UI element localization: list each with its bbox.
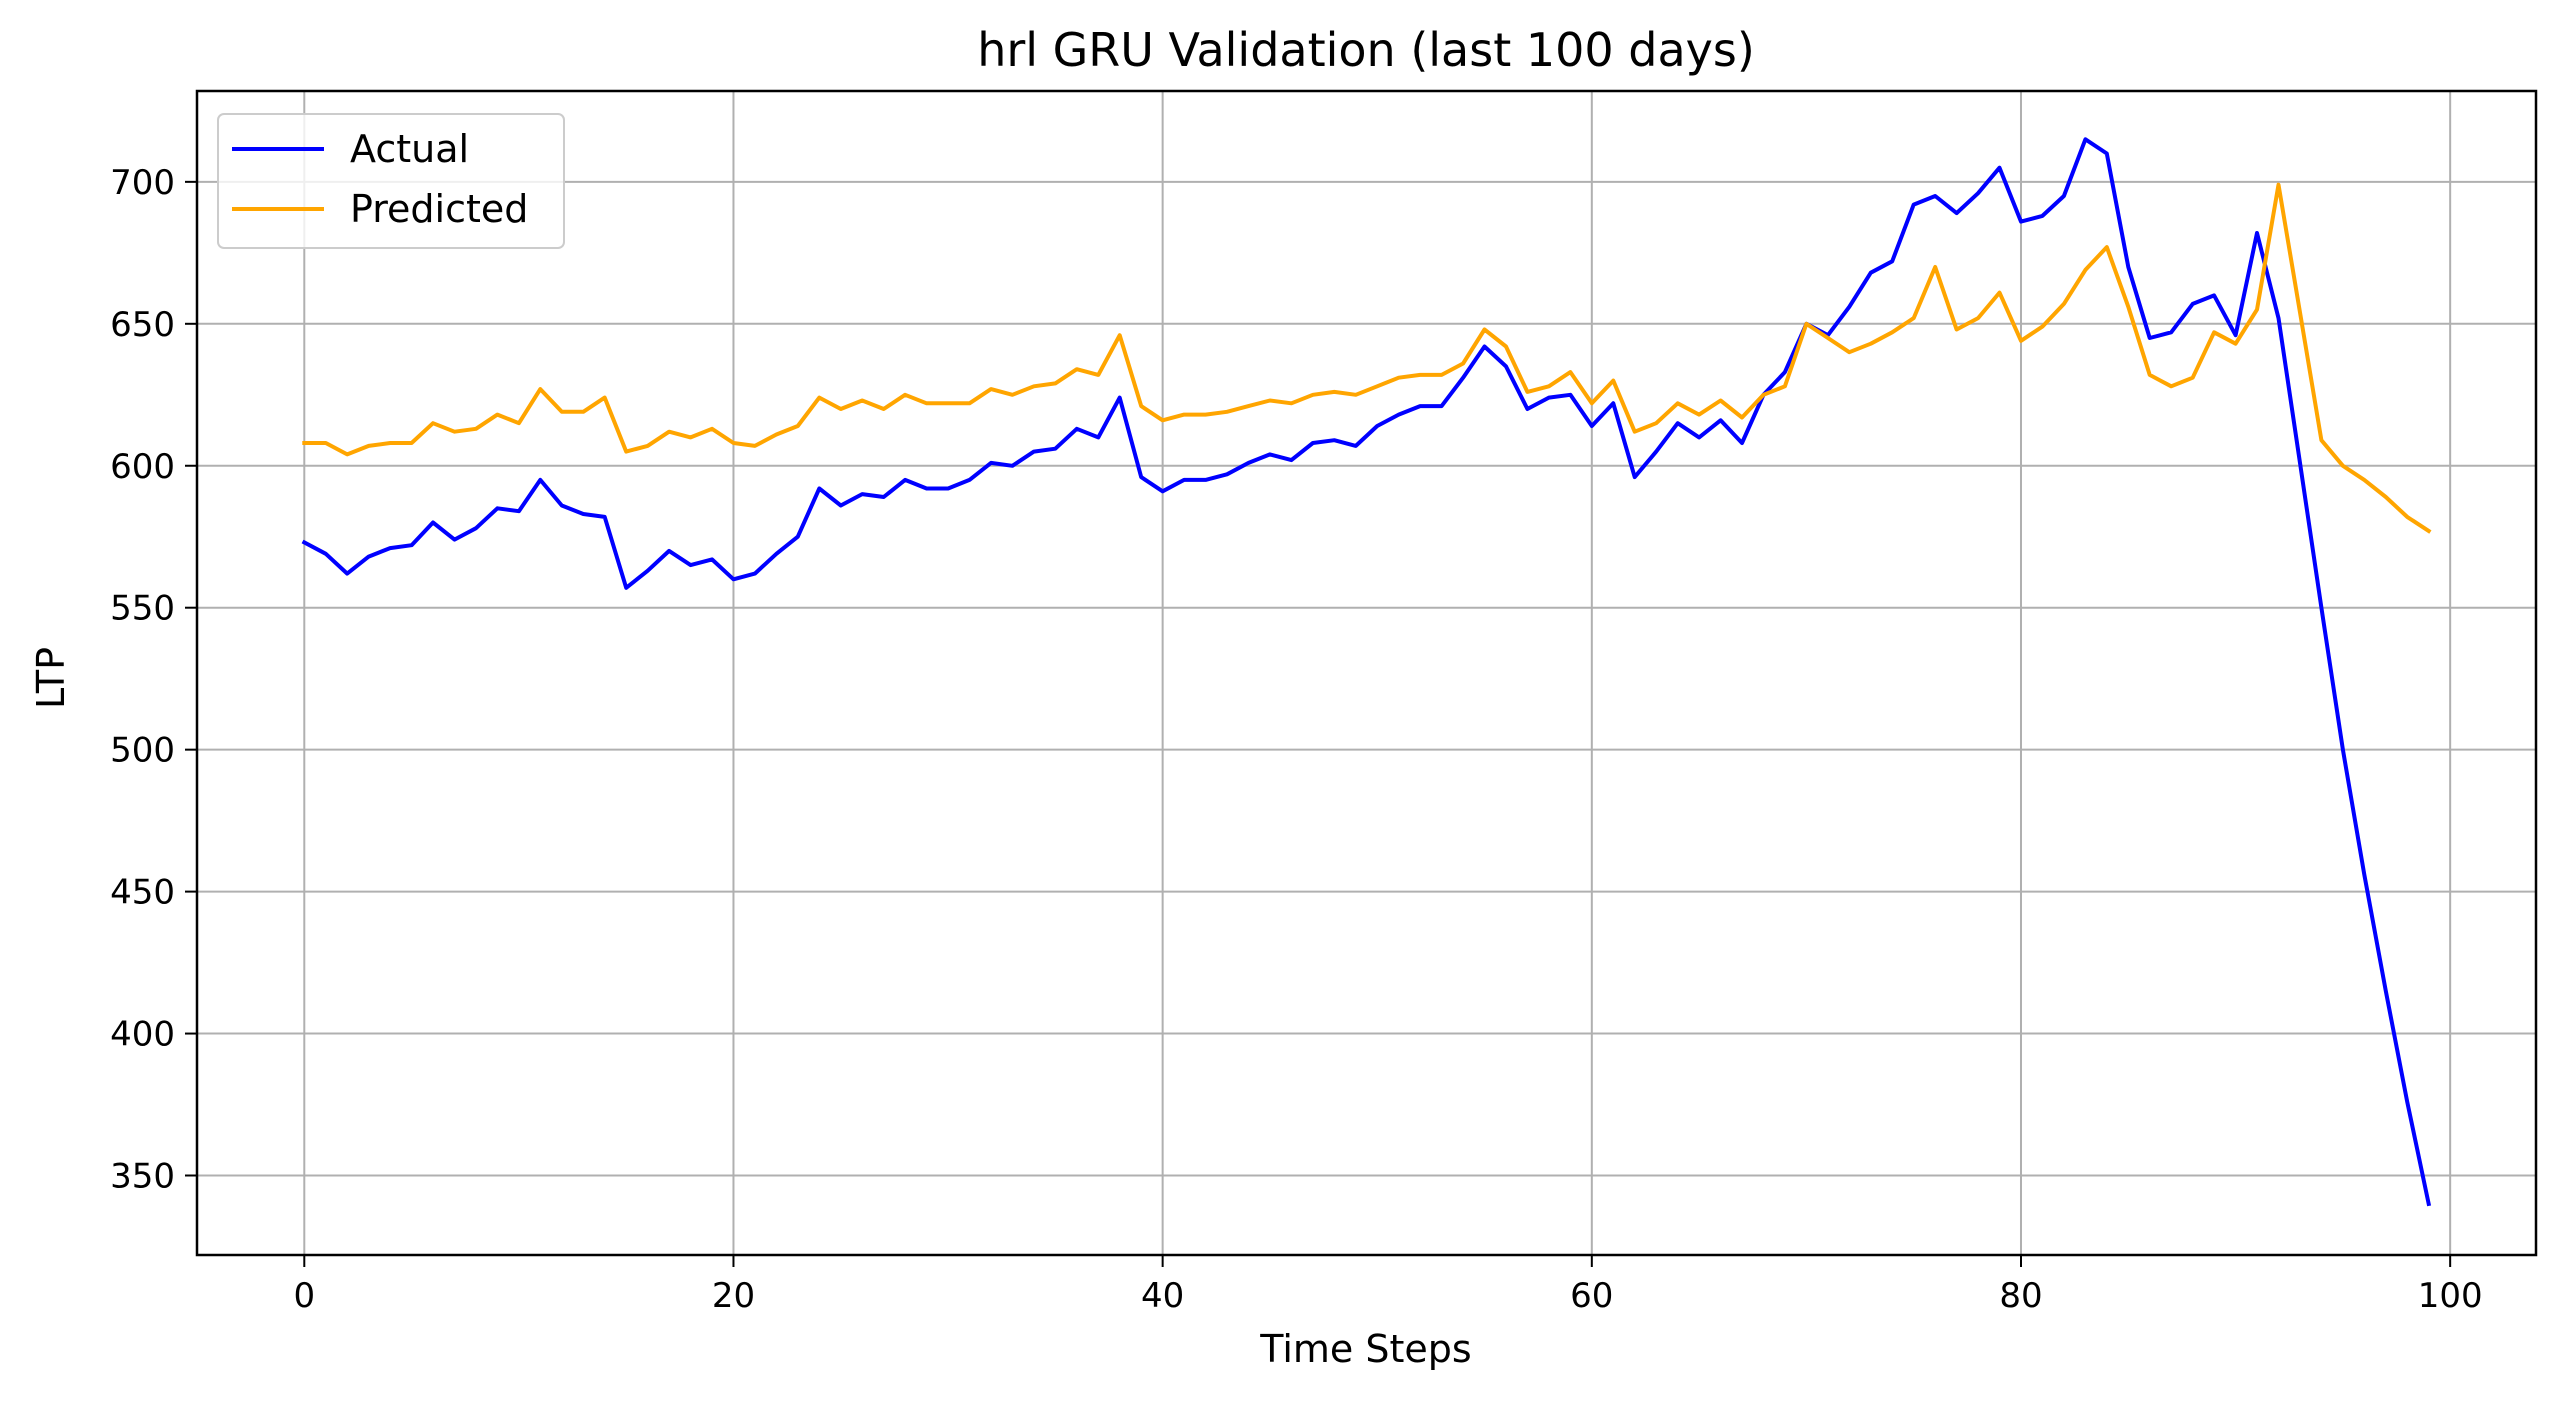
chart-title: hrl GRU Validation (last 100 days) xyxy=(977,23,1755,77)
axis-ticks: 0 20 40 60 80 100 350 400 450 500 550 600 650 700 xyxy=(110,163,2483,1316)
y-axis-label: LTP xyxy=(29,647,73,709)
y-tick-label: 550 xyxy=(110,589,175,629)
y-tick-label: 450 xyxy=(110,873,175,913)
y-tick-label: 700 xyxy=(110,163,175,203)
y-tick-label: 350 xyxy=(110,1157,175,1197)
plot-frame xyxy=(195,89,2538,1257)
y-tick-label: 600 xyxy=(110,447,175,487)
x-tick-label: 60 xyxy=(1570,1276,1613,1316)
x-tick-label: 80 xyxy=(1999,1276,2042,1316)
x-tick-label: 20 xyxy=(712,1276,755,1316)
y-tick-label: 650 xyxy=(110,305,175,345)
y-tick-label: 500 xyxy=(110,731,175,771)
legend: Actual Predicted xyxy=(217,113,565,249)
series-line-predicted xyxy=(302,182,2432,534)
legend-label-actual: Actual xyxy=(350,127,469,171)
x-axis-label: Time Steps xyxy=(1259,1327,1471,1371)
series-lines xyxy=(301,137,2432,1207)
x-tick-label: 100 xyxy=(2418,1276,2483,1316)
series-line-actual xyxy=(301,137,2432,1207)
x-tick-label: 0 xyxy=(293,1276,315,1316)
grid-lines xyxy=(197,91,2536,1255)
y-tick-label: 400 xyxy=(110,1015,175,1055)
x-tick-label: 40 xyxy=(1141,1276,1184,1316)
legend-label-predicted: Predicted xyxy=(350,187,528,231)
